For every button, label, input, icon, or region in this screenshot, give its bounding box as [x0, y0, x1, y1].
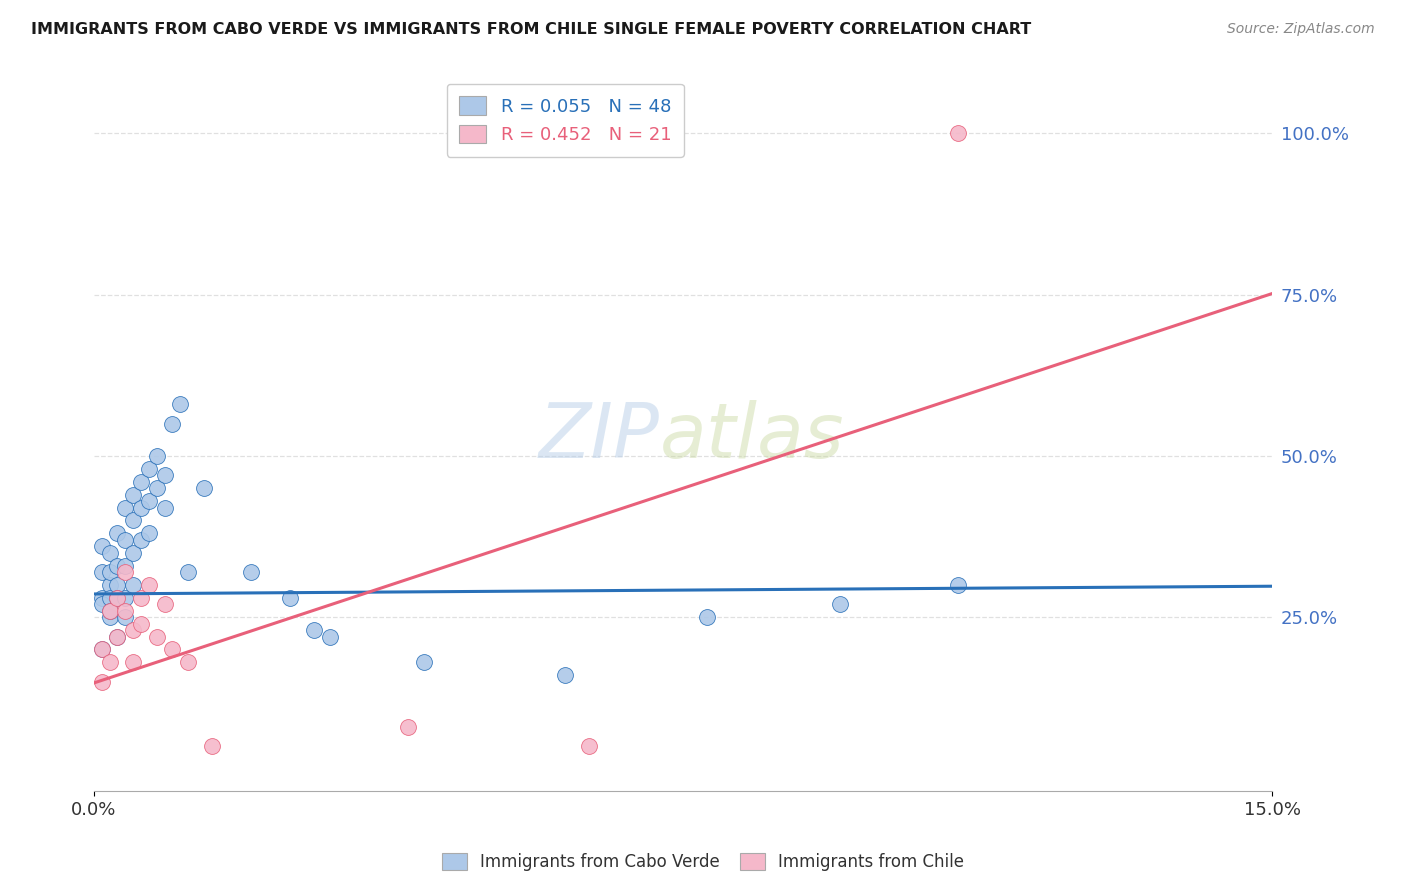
Point — [146, 481, 169, 495]
Point — [114, 591, 136, 605]
Point — [696, 610, 718, 624]
Point — [302, 623, 325, 637]
Point — [153, 597, 176, 611]
Point — [122, 513, 145, 527]
Point — [107, 526, 129, 541]
Point — [146, 630, 169, 644]
Point — [107, 630, 129, 644]
Legend: R = 0.055   N = 48, R = 0.452   N = 21: R = 0.055 N = 48, R = 0.452 N = 21 — [447, 84, 685, 157]
Point — [240, 565, 263, 579]
Point — [98, 546, 121, 560]
Point — [107, 591, 129, 605]
Text: IMMIGRANTS FROM CABO VERDE VS IMMIGRANTS FROM CHILE SINGLE FEMALE POVERTY CORREL: IMMIGRANTS FROM CABO VERDE VS IMMIGRANTS… — [31, 22, 1031, 37]
Point — [114, 533, 136, 547]
Point — [169, 397, 191, 411]
Point — [122, 546, 145, 560]
Point — [138, 462, 160, 476]
Point — [177, 656, 200, 670]
Point — [114, 500, 136, 515]
Point — [413, 656, 436, 670]
Point — [318, 630, 340, 644]
Point — [90, 597, 112, 611]
Point — [98, 591, 121, 605]
Point — [153, 500, 176, 515]
Text: ZIP: ZIP — [538, 400, 659, 474]
Point — [98, 604, 121, 618]
Point — [948, 578, 970, 592]
Point — [201, 739, 224, 753]
Point — [138, 494, 160, 508]
Point — [90, 591, 112, 605]
Point — [162, 642, 184, 657]
Point — [114, 604, 136, 618]
Point — [98, 610, 121, 624]
Point — [122, 656, 145, 670]
Point — [98, 578, 121, 592]
Point — [578, 739, 600, 753]
Point — [129, 616, 152, 631]
Text: atlas: atlas — [659, 400, 844, 474]
Point — [554, 668, 576, 682]
Point — [107, 591, 129, 605]
Point — [153, 468, 176, 483]
Point — [396, 720, 419, 734]
Point — [114, 558, 136, 573]
Point — [129, 591, 152, 605]
Point — [146, 449, 169, 463]
Point — [90, 642, 112, 657]
Point — [138, 526, 160, 541]
Point — [122, 623, 145, 637]
Point — [98, 565, 121, 579]
Point — [122, 578, 145, 592]
Point — [90, 565, 112, 579]
Point — [129, 475, 152, 489]
Point — [129, 533, 152, 547]
Point — [193, 481, 215, 495]
Point — [129, 500, 152, 515]
Point — [162, 417, 184, 431]
Text: Source: ZipAtlas.com: Source: ZipAtlas.com — [1227, 22, 1375, 37]
Point — [948, 127, 970, 141]
Point — [107, 558, 129, 573]
Point — [114, 610, 136, 624]
Point — [90, 674, 112, 689]
Point — [122, 488, 145, 502]
Point — [90, 539, 112, 553]
Point — [280, 591, 302, 605]
Point — [114, 565, 136, 579]
Point — [107, 578, 129, 592]
Point — [830, 597, 852, 611]
Point — [138, 578, 160, 592]
Legend: Immigrants from Cabo Verde, Immigrants from Chile: Immigrants from Cabo Verde, Immigrants f… — [433, 845, 973, 880]
Point — [98, 604, 121, 618]
Point — [177, 565, 200, 579]
Point — [107, 630, 129, 644]
Point — [98, 656, 121, 670]
Point — [90, 642, 112, 657]
